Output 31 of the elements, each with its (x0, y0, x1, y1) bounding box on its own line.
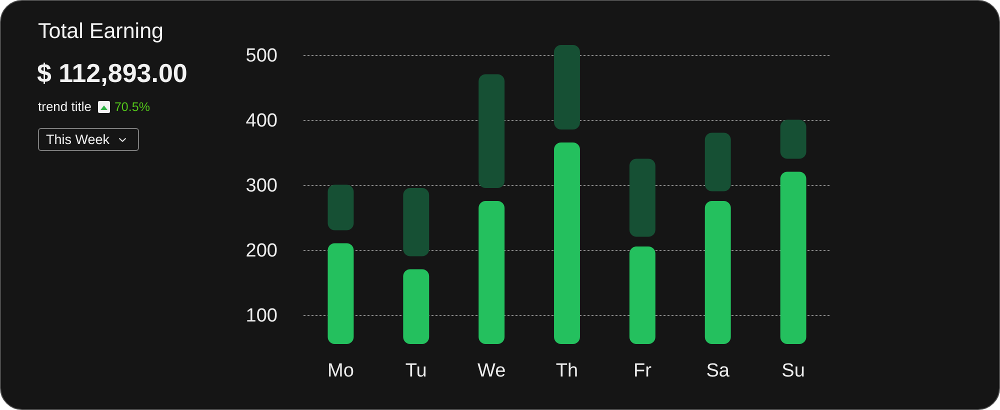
y-tick-label: 500 (246, 45, 278, 66)
x-tick-label: Su (782, 360, 805, 382)
y-tick-label: 300 (246, 175, 278, 196)
text: Total Earning (38, 18, 164, 45)
x-tick-label: Tu (405, 360, 427, 382)
bar (403, 188, 430, 256)
bar (554, 142, 580, 344)
x-tick-label: Sa (706, 360, 730, 382)
text: trend title (38, 99, 92, 115)
text: $ 112,893.00 (37, 57, 188, 89)
x-tick-label: We (477, 360, 506, 382)
bar (478, 201, 505, 344)
bar (328, 243, 354, 344)
bar (629, 246, 656, 344)
x-tick-label: Fr (633, 360, 652, 382)
x-tick-label: Th (556, 360, 578, 382)
text: 70.5% (114, 99, 150, 115)
bar (780, 120, 806, 159)
bar (403, 269, 430, 344)
bar (704, 132, 731, 192)
bar (554, 45, 580, 130)
y-tick-label: 100 (246, 305, 278, 326)
bar (328, 184, 354, 230)
bar (704, 201, 731, 344)
y-tick-label: 200 (246, 240, 278, 262)
dropdown: This Week (38, 128, 139, 151)
x-tick-label: Mo (328, 360, 354, 382)
bar (478, 74, 505, 188)
bar (780, 172, 806, 344)
bar (629, 158, 656, 237)
y-tick-label: 400 (246, 110, 278, 132)
